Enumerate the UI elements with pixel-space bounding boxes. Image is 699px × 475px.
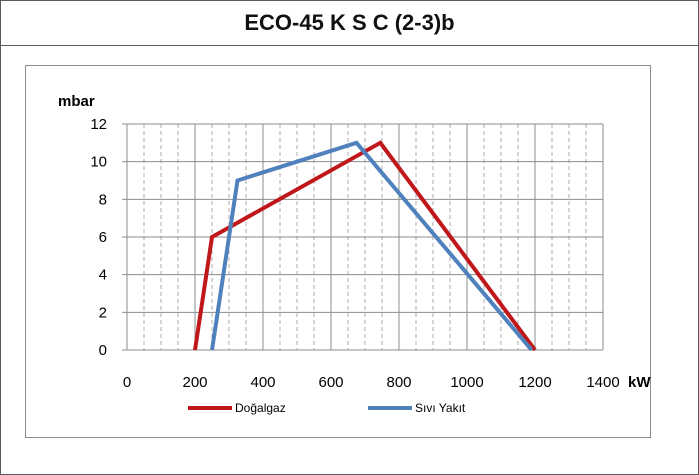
axes: 0 200 400 600 800 1000 1200 1400 0 2 4 6 8 10 12: [90, 116, 619, 391]
y-tick-label: 8: [99, 191, 107, 208]
x-axis-title: kW: [628, 374, 651, 391]
x-tick-label: 200: [182, 374, 207, 391]
y-tick-label: 2: [99, 304, 107, 321]
y-tick-label: 6: [99, 229, 107, 246]
series-line-2: [210, 140, 534, 352]
y-tick-label: 12: [90, 116, 107, 133]
y-tick-label: 10: [90, 154, 107, 171]
y-tick-label: 0: [99, 342, 107, 359]
plot-area-border: [25, 65, 651, 438]
series-line-1: [193, 140, 537, 352]
x-tick-label: 400: [250, 374, 275, 391]
x-tick-label: 1400: [586, 374, 619, 391]
x-tick-label: 1000: [450, 374, 483, 391]
legend-label-2: Sıvı Yakıt: [415, 401, 466, 415]
legend: Doğalgaz Sıvı Yakıt: [188, 401, 466, 415]
chart-title: ECO-45 K S C (2-3)b: [1, 1, 698, 46]
x-tick-label: 600: [318, 374, 343, 391]
y-axis-title: mbar: [58, 93, 95, 110]
series-lines: [193, 140, 537, 352]
x-tick-label: 0: [123, 374, 131, 391]
legend-label-1: Doğalgaz: [235, 401, 286, 415]
y-tick-label: 4: [99, 267, 107, 284]
x-tick-label: 800: [386, 374, 411, 391]
x-tick-label: 1200: [518, 374, 551, 391]
